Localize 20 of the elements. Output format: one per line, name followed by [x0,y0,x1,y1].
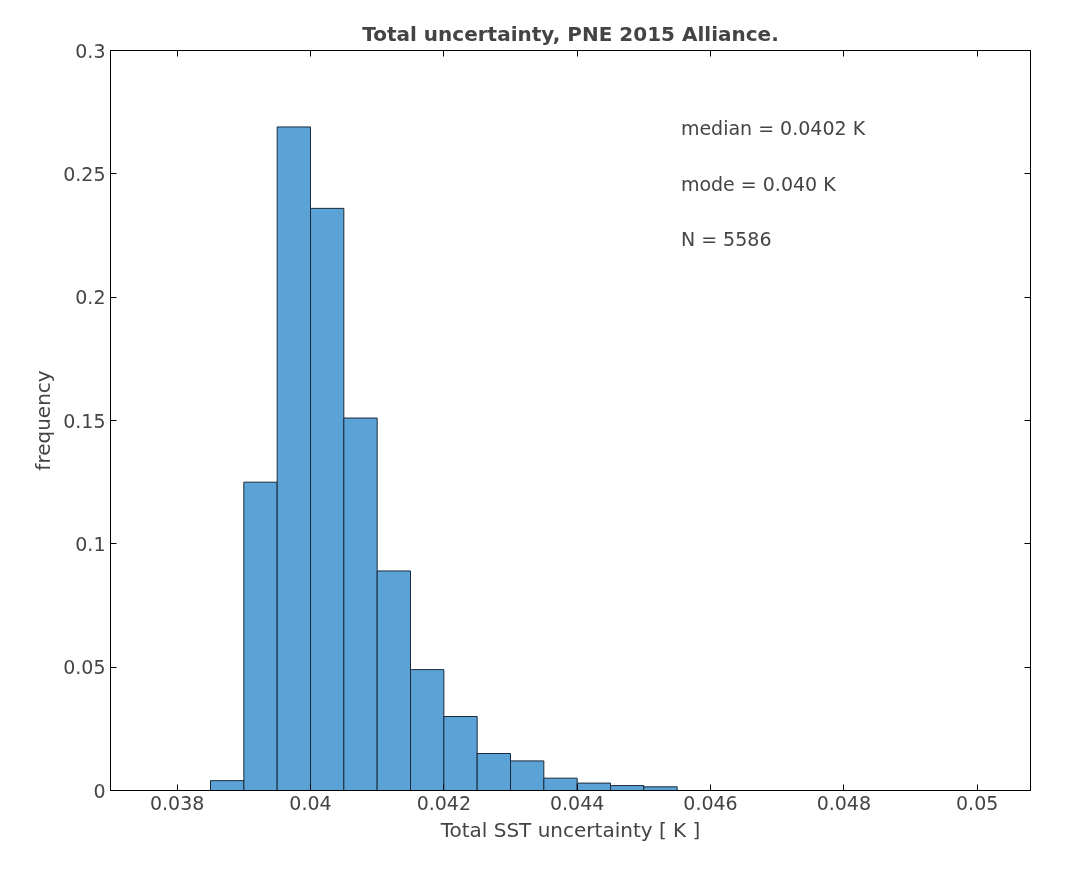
x-axis-title: Total SST uncertainty [ K ] [439,817,701,842]
y-tick-label: 0 [93,779,106,802]
chart-title: Total uncertainty, PNE 2015 Alliance. [362,21,779,46]
y-tick-label: 0.15 [63,409,106,432]
x-tick-label: 0.044 [549,791,605,814]
y-axis-title: frequency [31,370,56,471]
x-tick-label: 0.05 [956,791,999,814]
y-tick-label: 0.2 [75,286,106,309]
y-tick-label: 0.1 [75,532,106,555]
annotation: N = 5586 [680,228,772,251]
x-tick-label: 0.038 [149,791,205,814]
x-tick-label: 0.046 [683,791,738,814]
annotation: mode = 0.040 K [680,172,837,195]
y-tick-label: 0.05 [63,656,106,679]
y-tick-label: 0.25 [63,162,106,185]
annotation: median = 0.0402 K [680,117,866,140]
x-tick-label: 0.04 [289,791,332,814]
x-tick-label: 0.042 [416,791,472,814]
x-tick-label: 0.048 [816,791,872,814]
y-tick-label: 0.3 [75,39,106,62]
